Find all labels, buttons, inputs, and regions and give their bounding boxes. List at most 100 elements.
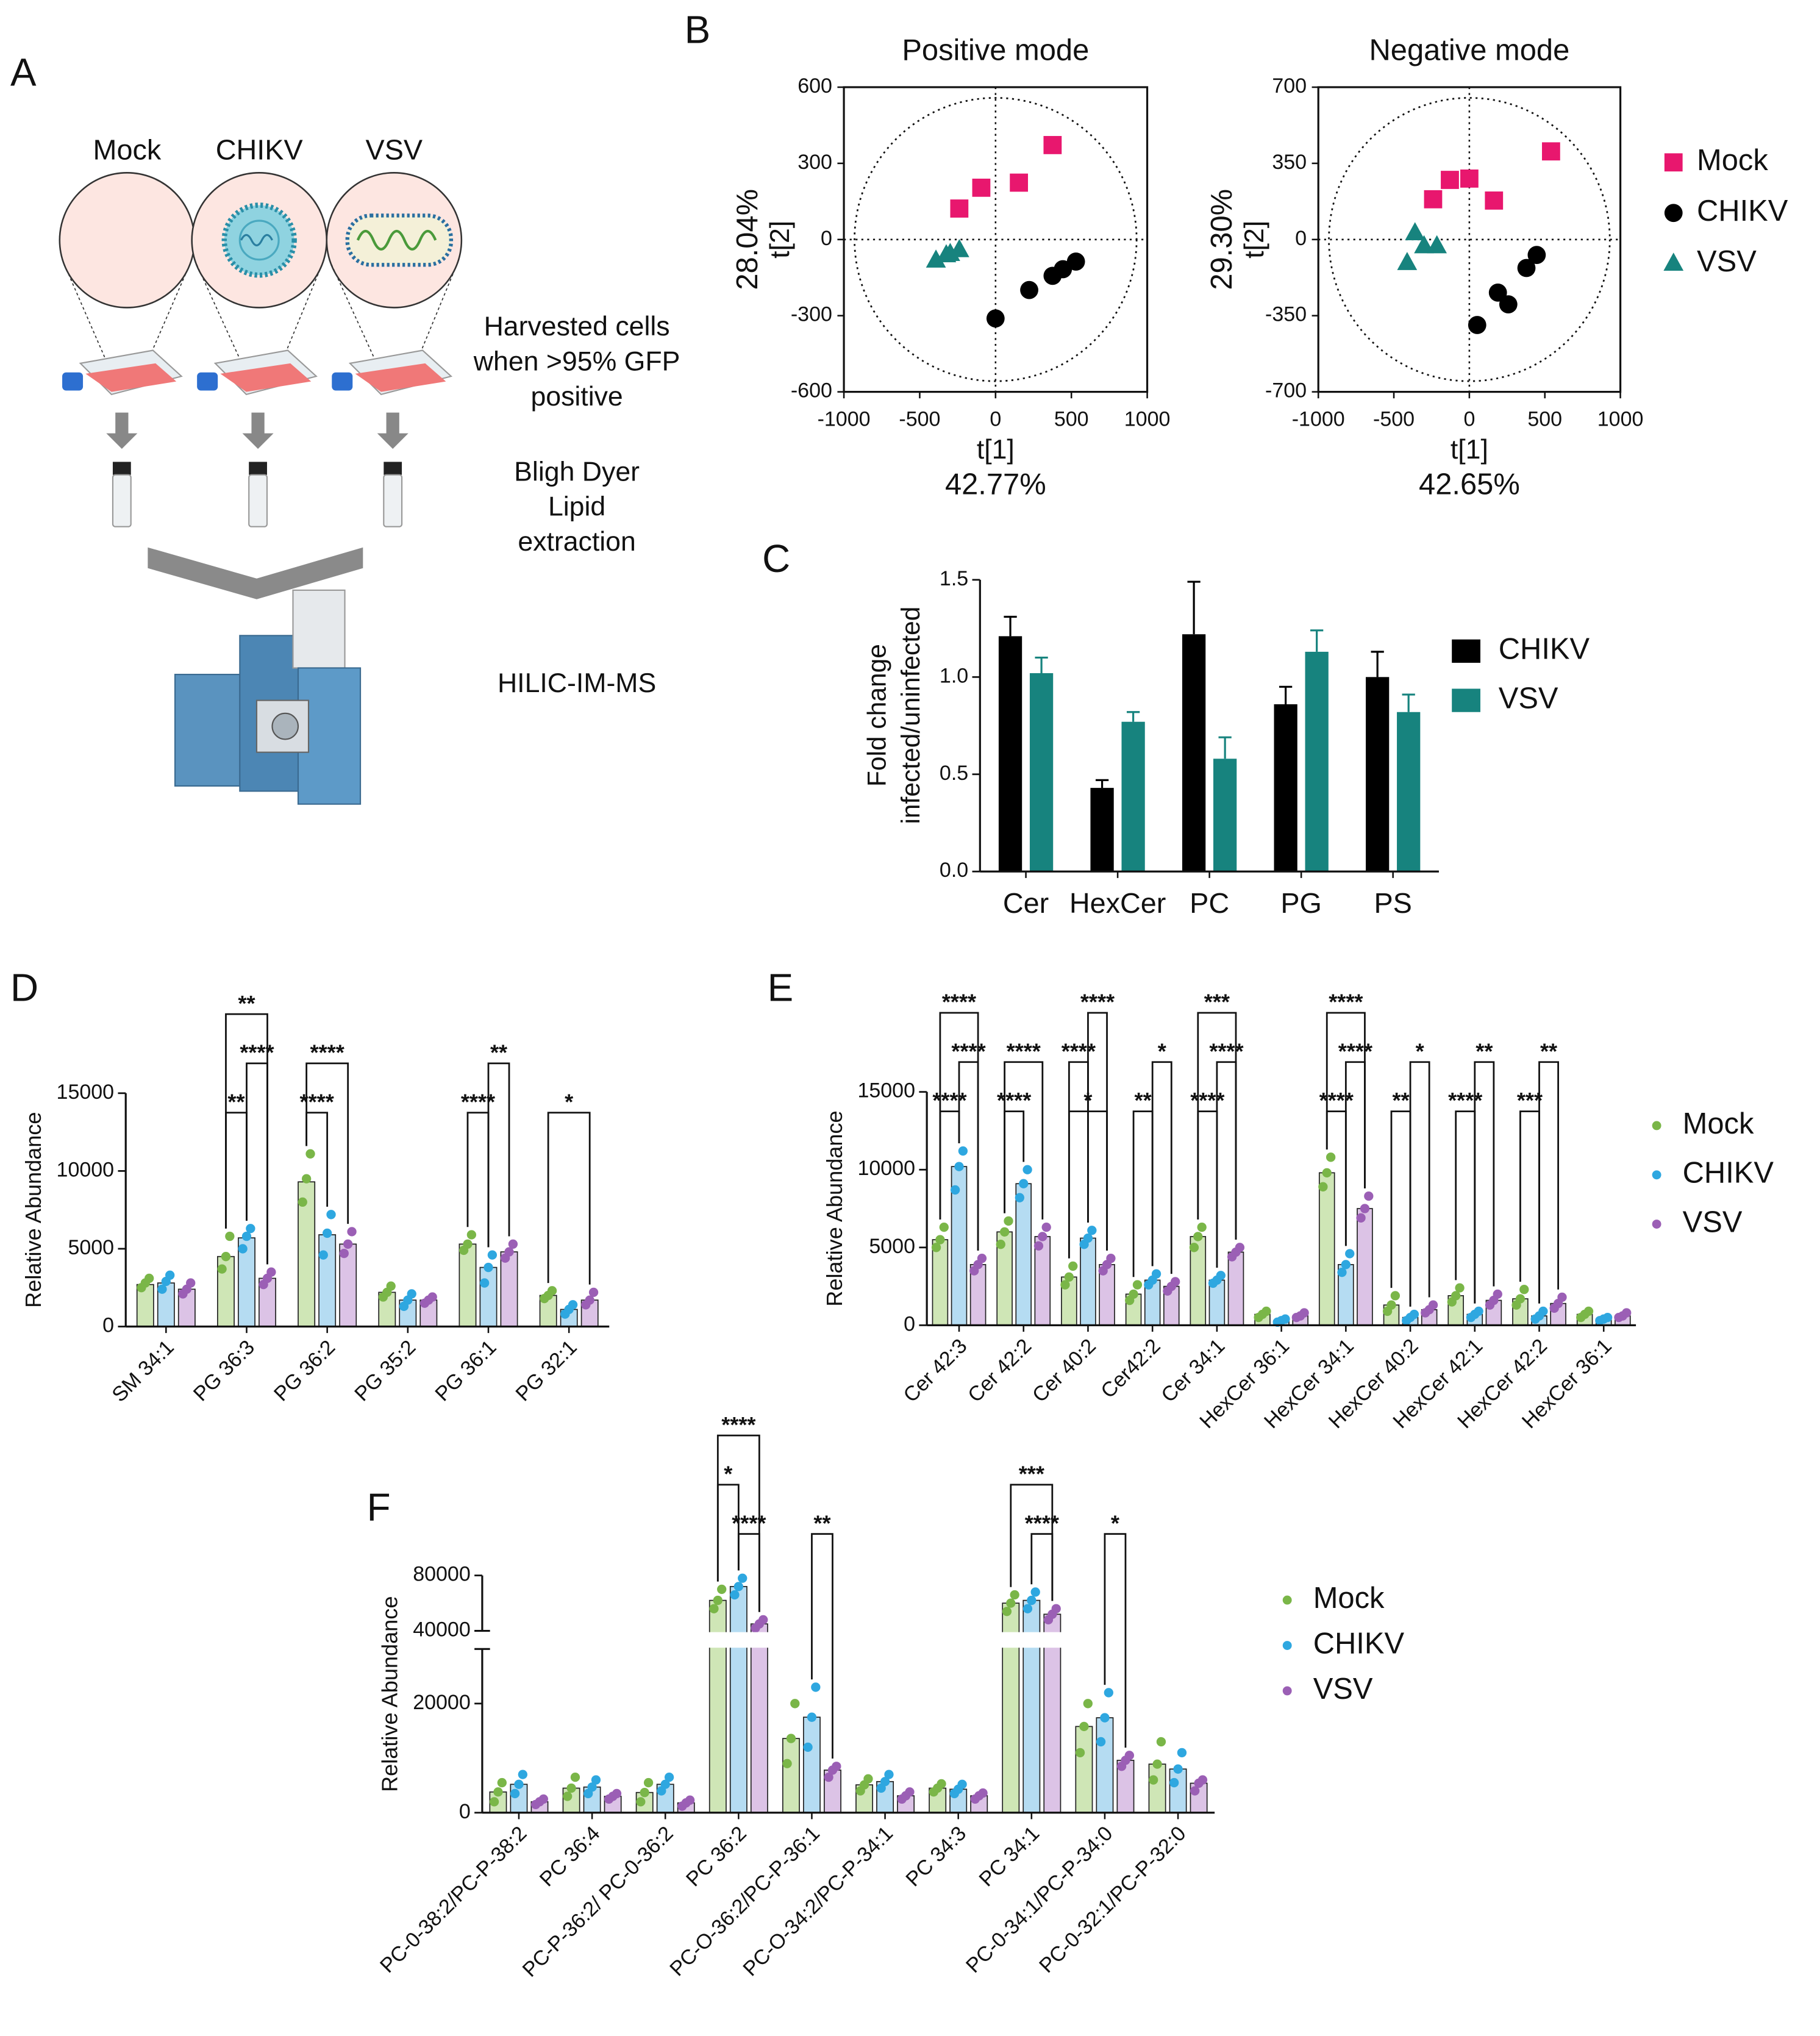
data-point (1583, 1306, 1594, 1316)
error-bar (1371, 651, 1384, 677)
data-point (1051, 1604, 1061, 1613)
bar (1080, 1237, 1096, 1326)
data-point (824, 1772, 833, 1782)
bar (782, 1738, 800, 1813)
bar (1148, 1763, 1166, 1813)
significance-bracket (1197, 1012, 1237, 1240)
x-tick-label: HexCer (1069, 887, 1166, 919)
y-tick-label: 300 (798, 151, 832, 174)
y-tick-label: 0 (102, 1313, 114, 1337)
data-point (238, 1244, 248, 1254)
legend-marker (1663, 252, 1684, 271)
data-point (664, 1772, 674, 1782)
significance-label: ** (813, 1510, 831, 1535)
data-point (996, 1240, 1005, 1249)
bar (1090, 788, 1114, 872)
data-point (935, 1235, 945, 1245)
bar (1366, 677, 1390, 872)
scatter-point (1517, 259, 1536, 277)
data-point (508, 1239, 518, 1249)
data-point (1022, 1604, 1033, 1613)
step-text: when >95% GFP (473, 347, 680, 377)
data-point (591, 1775, 601, 1785)
significance-label: ** (1135, 1088, 1152, 1113)
bar (750, 1623, 768, 1813)
instrument (174, 589, 362, 805)
x-tick-label: PC-0-38:2/PC-P-38:2 (376, 1822, 531, 1977)
step-text: Bligh Dyer (514, 457, 640, 487)
data-point (803, 1742, 813, 1752)
axis-break-gap (484, 1632, 1216, 1648)
bar (1357, 1208, 1373, 1326)
data-point (538, 1794, 549, 1804)
significance-label: **** (1329, 990, 1363, 1015)
scatter-point (1527, 246, 1546, 265)
scatter-point (972, 178, 991, 197)
data-point (1019, 1179, 1029, 1188)
y-tick-label: 40000 (413, 1618, 471, 1641)
cell-circle (59, 172, 196, 309)
data-point (165, 1270, 175, 1280)
data-point (1318, 1182, 1328, 1191)
scatter-point (950, 199, 969, 218)
significance-bracket (466, 1112, 490, 1248)
data-point (931, 1243, 941, 1252)
data-point (318, 1250, 328, 1260)
data-point (863, 1774, 873, 1784)
data-point (497, 1777, 507, 1788)
x-tick-label: 500 (1054, 407, 1089, 430)
significance-label: **** (1319, 1088, 1354, 1113)
sample-label: Mock (93, 134, 161, 166)
panel-letter: C (762, 537, 790, 580)
data-point (1262, 1306, 1271, 1316)
significance-label: **** (721, 1412, 756, 1437)
y-tick-label: 0 (459, 1800, 471, 1823)
significance-label: ** (1392, 1088, 1410, 1113)
x-tick-label: SM 34:1 (107, 1335, 178, 1406)
data-point (339, 1248, 349, 1259)
data-point (1170, 1277, 1180, 1287)
data-point (977, 1254, 987, 1263)
chart-title: Positive mode (902, 34, 1089, 67)
data-point (484, 1262, 493, 1273)
significance-label: * (1158, 1038, 1167, 1063)
bar (459, 1243, 477, 1327)
x-tick-label: PC 34:1 (975, 1822, 1044, 1891)
error-bar (1218, 736, 1232, 759)
data-point (1390, 1291, 1401, 1301)
significance-bracket (1326, 1012, 1366, 1188)
significance-label: **** (300, 1089, 335, 1114)
legend-marker (1664, 204, 1683, 223)
data-point (1064, 1272, 1074, 1282)
legend-label: CHIKV (1313, 1627, 1405, 1660)
scatter-plot: Positive mode -1000 -500 0 500 1000 -600 -300 0 3… (731, 34, 1171, 501)
x-tick-label: Cer (1003, 887, 1049, 919)
data-point (1100, 1713, 1110, 1723)
significance-label: ** (227, 1089, 245, 1114)
data-point (1493, 1289, 1502, 1299)
data-point (640, 1788, 649, 1798)
step-text: positive (530, 382, 623, 412)
panel-letters: A B C D E F (10, 8, 793, 1530)
legend-marker (1282, 1641, 1292, 1650)
significance-label: * (724, 1462, 733, 1487)
scatter-plot: Negative mode -1000 -500 0 500 1000 -700 -350 0 3… (1205, 34, 1643, 501)
x-tick-label: PC-0-32:1/PC-P-32:0 (1035, 1822, 1190, 1977)
significance-bracket (1538, 1061, 1559, 1304)
bar (1075, 1726, 1093, 1813)
error-bar (1095, 779, 1109, 788)
scatter-point (1488, 283, 1507, 302)
data-point (1006, 1598, 1016, 1608)
significance-bracket (1004, 1061, 1044, 1220)
data-point (1002, 1607, 1012, 1616)
sample-label: CHIKV (216, 134, 303, 166)
legend-label: VSV (1697, 245, 1757, 278)
scatter-point (986, 309, 1005, 328)
bar (1015, 1183, 1032, 1326)
x-axis-label: t[1] (977, 435, 1015, 465)
legend-swatch (1452, 688, 1480, 712)
significance-label: **** (1448, 1088, 1483, 1113)
data-point (1189, 1243, 1199, 1252)
data-point (884, 1770, 894, 1779)
